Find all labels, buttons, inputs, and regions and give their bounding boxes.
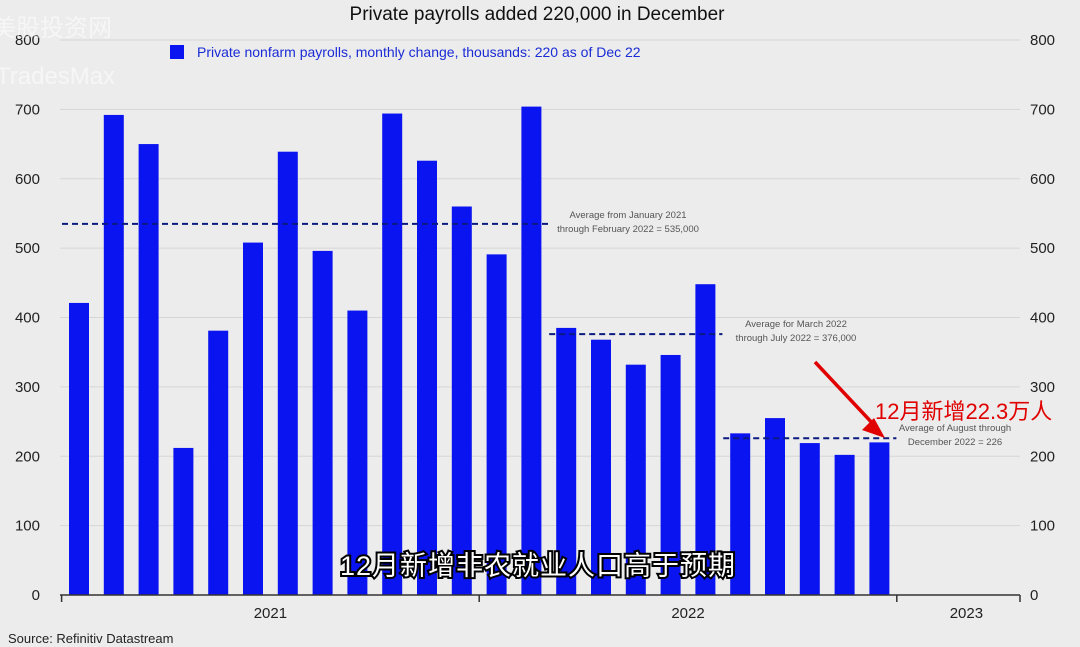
average-label-line1: Average of August through — [899, 423, 1011, 434]
y-tick-label-left: 800 — [15, 32, 40, 49]
bar — [451, 206, 472, 595]
average-label-line2: December 2022 = 226 — [908, 437, 1002, 448]
bar — [347, 310, 368, 595]
bar — [486, 254, 507, 595]
legend-swatch — [170, 45, 184, 59]
x-tick-label: 2022 — [671, 605, 704, 622]
bar — [730, 433, 751, 595]
bar — [869, 442, 890, 595]
source-note: Source: Refinitiv Datastream — [8, 631, 173, 646]
bar — [312, 250, 333, 595]
average-label-line1: Average from January 2021 — [569, 210, 686, 221]
y-tick-label-right: 100 — [1030, 518, 1055, 535]
bar — [382, 113, 403, 595]
legend-label: Private nonfarm payrolls, monthly change… — [197, 44, 641, 60]
callout-arrow-line — [813, 360, 877, 428]
y-tick-label-right: 500 — [1030, 240, 1055, 257]
bar — [591, 339, 611, 595]
x-tick-label: 2023 — [950, 605, 983, 622]
bar — [765, 418, 785, 595]
x-axis-ticks — [60, 595, 1021, 602]
average-label-line2: through February 2022 = 535,000 — [557, 224, 699, 235]
bar — [695, 284, 716, 595]
y-axis-left-labels: 0 100 200 300 400 500 600 700 800 — [15, 32, 40, 604]
bar — [799, 443, 820, 595]
average-label-line1: Average for March 2022 — [745, 319, 847, 330]
callout-text-cn: 12月新增22.3万人 — [875, 399, 1052, 424]
watermark-cn: 美股投资网 — [0, 15, 112, 42]
y-tick-label-left: 700 — [15, 101, 40, 118]
x-axis-labels: 2021 2022 2023 — [254, 605, 983, 622]
bar — [277, 151, 298, 595]
bar — [625, 364, 646, 595]
bar — [69, 302, 89, 595]
y-tick-label-left: 100 — [15, 518, 40, 535]
y-tick-label-right: 600 — [1030, 171, 1055, 188]
bar — [103, 114, 124, 596]
y-tick-label-left: 300 — [15, 379, 40, 396]
average-label-line2: through July 2022 = 376,000 — [736, 333, 857, 344]
y-tick-label-right: 200 — [1030, 448, 1055, 465]
y-tick-label-left: 400 — [15, 310, 40, 327]
y-tick-label-left: 600 — [15, 171, 40, 188]
bar — [138, 144, 159, 595]
subtitle-cn: 12月新增非农就业人口高于预期 — [340, 551, 736, 581]
callout-arrow-head — [862, 418, 885, 438]
y-tick-label-right: 400 — [1030, 310, 1055, 327]
bar — [417, 160, 437, 595]
y-tick-label-right: 0 — [1030, 587, 1038, 604]
y-tick-label-left: 0 — [32, 587, 40, 604]
bar — [243, 242, 263, 595]
y-tick-label-right: 800 — [1030, 32, 1055, 49]
y-tick-label-right: 700 — [1030, 101, 1055, 118]
bar — [660, 354, 681, 595]
bar — [834, 454, 855, 595]
watermark-en: TradesMax — [0, 63, 115, 90]
chart-title: Private payrolls added 220,000 in Decemb… — [350, 4, 726, 25]
bar — [173, 447, 194, 595]
bar — [208, 330, 229, 595]
y-axis-right-labels: 0 100 200 300 400 500 600 700 800 — [1030, 32, 1055, 604]
average-lines: Average from January 2021 through Februar… — [62, 210, 1011, 448]
y-tick-label-right: 300 — [1030, 379, 1055, 396]
bar-series — [69, 106, 890, 596]
x-tick-label: 2021 — [254, 605, 287, 622]
y-tick-label-left: 200 — [15, 448, 40, 465]
bar — [521, 106, 542, 595]
bar — [556, 327, 577, 595]
y-tick-label-left: 500 — [15, 240, 40, 257]
